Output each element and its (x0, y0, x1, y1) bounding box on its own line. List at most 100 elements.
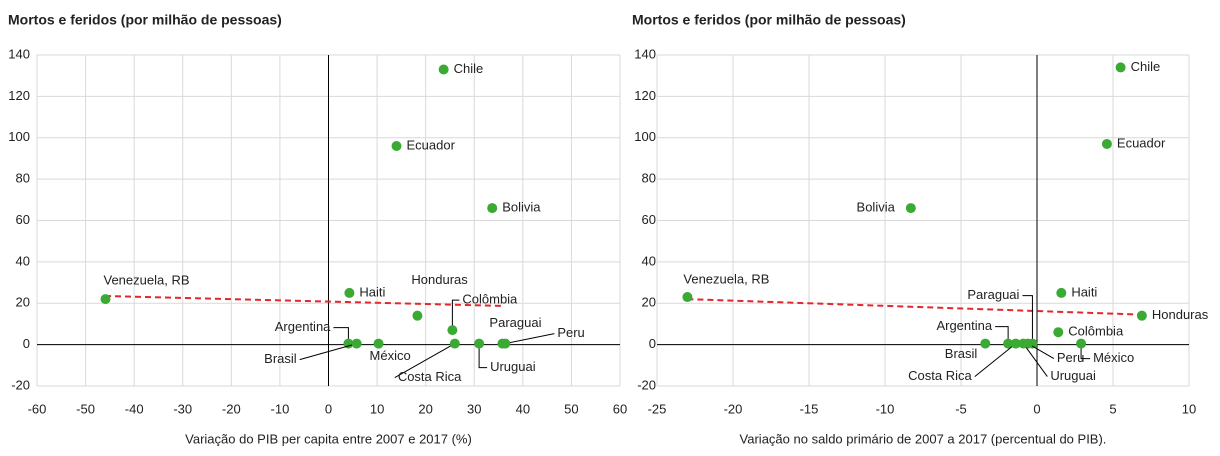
point-label: Venezuela, RB (683, 271, 769, 286)
point-label: Colômbia (462, 292, 518, 307)
point-label: Ecuador (407, 137, 456, 152)
point (100, 294, 111, 305)
y-tick-label: 100 (634, 129, 656, 144)
point-label: Haiti (1071, 284, 1097, 299)
x-tick-label: -15 (800, 401, 819, 416)
x-tick-label: -40 (125, 401, 144, 416)
chart-title: Mortos e feridos (por milhão de pessoas) (8, 12, 282, 28)
x-tick-label: -20 (222, 401, 241, 416)
point-label: Venezuela, RB (104, 273, 190, 288)
x-tick-label: -20 (724, 401, 743, 416)
point-label: Costa Rica (398, 369, 462, 384)
point (474, 338, 485, 349)
point (412, 310, 423, 321)
point (1056, 287, 1067, 298)
trendline (104, 295, 504, 307)
x-tick-label: -5 (955, 401, 967, 416)
y-tick-label: 140 (634, 46, 656, 61)
x-tick-label: 10 (1182, 401, 1196, 416)
point-label: Costa Rica (908, 368, 972, 383)
point-label: México (1093, 350, 1134, 365)
point-label: Bolivia (857, 200, 896, 215)
point (373, 338, 384, 349)
x-tick-label: -60 (28, 401, 47, 416)
point (438, 64, 449, 75)
point-label: Ecuador (1117, 135, 1166, 150)
point-label: Brasil (264, 351, 297, 366)
y-tick-label: 120 (634, 88, 656, 103)
y-tick-label: 0 (23, 336, 30, 351)
y-tick-label: 20 (642, 295, 656, 310)
y-tick-label: 140 (8, 46, 30, 61)
x-tick-label: -25 (648, 401, 667, 416)
trendline (687, 298, 1142, 316)
point (1115, 62, 1126, 73)
x-tick-label: 0 (1033, 401, 1040, 416)
x-tick-label: -10 (271, 401, 290, 416)
y-tick-label: -20 (637, 377, 656, 392)
point-label: Paraguai (967, 287, 1019, 302)
y-tick-label: 80 (642, 171, 656, 186)
x-tick-label: 20 (418, 401, 432, 416)
point-label: Uruguai (1050, 368, 1096, 383)
point-label: Argentina (936, 318, 992, 333)
x-tick-label: -30 (173, 401, 192, 416)
point-label: Chile (1131, 59, 1161, 74)
chart-title: Mortos e feridos (por milhão de pessoas) (632, 12, 906, 28)
point (1076, 338, 1087, 349)
x-tick-label: 5 (1109, 401, 1116, 416)
x-axis-label: Variação do PIB per capita entre 2007 e … (185, 431, 472, 446)
leader-line (995, 326, 1009, 344)
leader-line (1022, 295, 1033, 344)
point-label: Uruguai (490, 359, 536, 374)
y-tick-label: 60 (642, 212, 656, 227)
x-tick-label: 0 (325, 401, 332, 416)
y-tick-label: 0 (649, 336, 656, 351)
x-tick-label: 40 (516, 401, 530, 416)
leader-line (394, 343, 456, 379)
point-label: Argentina (275, 319, 331, 334)
x-tick-label: -10 (876, 401, 895, 416)
point (343, 338, 354, 349)
point (682, 292, 693, 303)
point-label: Chile (454, 61, 484, 76)
point-label: Haiti (359, 284, 385, 299)
point-label: Peru (557, 325, 584, 340)
point-label: Bolivia (502, 200, 541, 215)
point (1010, 338, 1021, 349)
point (980, 338, 991, 349)
point (487, 203, 498, 214)
leader-line (478, 343, 488, 369)
leader-line (451, 299, 460, 331)
point-label: Honduras (411, 272, 468, 287)
point (905, 203, 916, 214)
leader-line (974, 343, 1017, 377)
y-tick-label: 40 (16, 253, 30, 268)
point (1053, 327, 1064, 338)
point (449, 338, 460, 349)
leader-line (505, 333, 555, 345)
point (1101, 138, 1112, 149)
y-tick-label: -20 (11, 377, 30, 392)
point (1018, 338, 1029, 349)
scatter-plot: Mortos e feridos (por milhão de pessoas)… (632, 12, 1209, 447)
leader-line (1022, 343, 1048, 377)
y-tick-label: 100 (8, 129, 30, 144)
x-tick-label: 30 (467, 401, 481, 416)
point-label: Brasil (945, 346, 978, 361)
point (1003, 338, 1014, 349)
leader-line (1027, 343, 1055, 360)
point (351, 338, 362, 349)
y-tick-label: 120 (8, 88, 30, 103)
point-label: Colômbia (1068, 324, 1124, 339)
x-tick-label: 50 (564, 401, 578, 416)
y-tick-label: 40 (642, 253, 656, 268)
point-label: Honduras (1152, 307, 1209, 322)
leader-line (299, 343, 357, 361)
y-tick-label: 20 (16, 295, 30, 310)
y-tick-label: 60 (16, 212, 30, 227)
scatter-plot: Mortos e feridos (por milhão de pessoas)… (8, 12, 627, 447)
point (447, 325, 458, 336)
point-label: Peru (1057, 350, 1084, 365)
